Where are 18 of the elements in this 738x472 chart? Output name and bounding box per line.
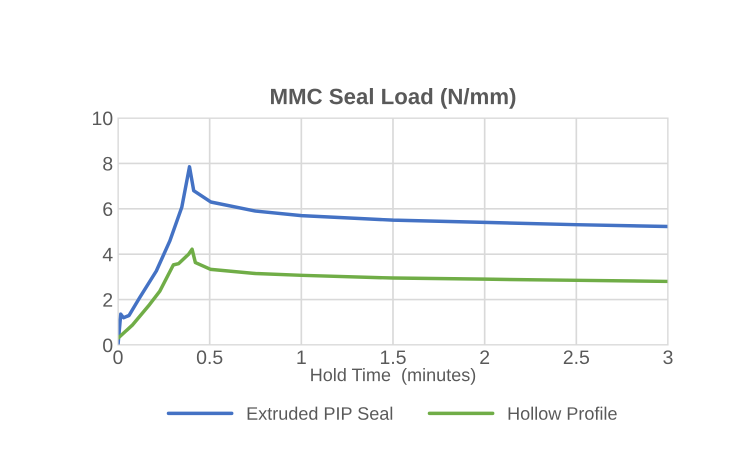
y-tick-label: 0 (103, 338, 112, 352)
legend-label: Extruded PIP Seal (248, 406, 392, 420)
y-tick-label: 6 (103, 202, 112, 216)
x-tick-label: 1.5 (380, 350, 406, 364)
y-tick-label: 8 (103, 156, 112, 171)
line-series (118, 247, 668, 340)
x-tick-label: 1 (297, 350, 306, 364)
y-tick-label: 2 (103, 293, 112, 307)
x-axis-title: Hold Time (minutes) (311, 368, 476, 385)
y-tick-label: 10 (92, 111, 112, 126)
x-tick-label: 2 (480, 350, 490, 364)
y-tick-label: 4 (102, 248, 113, 262)
x-tick-label: 0.5 (196, 350, 222, 364)
x-tick-label: 3 (663, 350, 673, 364)
legend-label: Hollow Profile (508, 406, 617, 420)
x-tick-label: 0 (113, 350, 123, 364)
chart-title: MMC Seal Load (N/mm) (271, 88, 516, 109)
x-tick-label: 2.5 (564, 350, 590, 364)
